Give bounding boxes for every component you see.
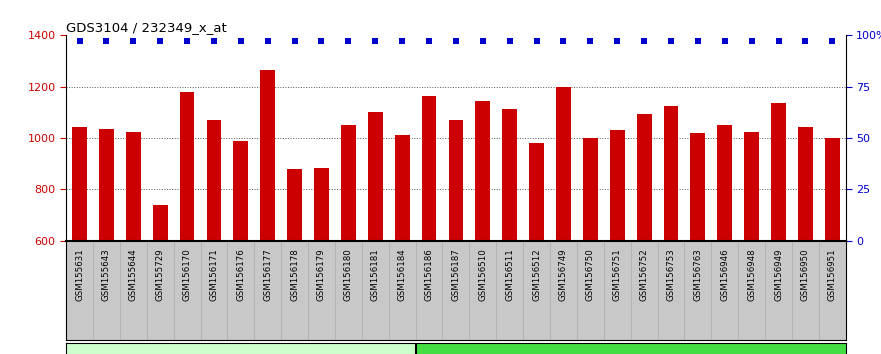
Text: GSM156180: GSM156180 — [344, 249, 353, 301]
Text: GSM156751: GSM156751 — [612, 249, 622, 301]
Text: GSM156510: GSM156510 — [478, 249, 487, 301]
Bar — [66, 343, 416, 354]
Text: GSM156511: GSM156511 — [505, 249, 515, 301]
Bar — [341, 125, 356, 241]
Bar — [825, 138, 840, 241]
Bar — [422, 96, 436, 241]
Bar — [368, 112, 382, 241]
Text: GSM156749: GSM156749 — [559, 249, 568, 301]
Text: GSM156184: GSM156184 — [397, 249, 407, 301]
Bar — [126, 132, 141, 241]
Text: GSM156512: GSM156512 — [532, 249, 541, 301]
Text: GSM156750: GSM156750 — [586, 249, 595, 301]
Bar — [233, 141, 248, 241]
Bar — [798, 126, 813, 241]
Bar — [180, 92, 195, 241]
Text: GSM156186: GSM156186 — [425, 249, 433, 301]
Text: GSM156177: GSM156177 — [263, 249, 272, 301]
Text: GSM156171: GSM156171 — [210, 249, 218, 301]
Bar — [691, 133, 706, 241]
Bar — [502, 109, 517, 241]
Bar — [99, 129, 114, 241]
Text: GSM156753: GSM156753 — [667, 249, 676, 301]
Bar — [476, 101, 490, 241]
Text: GSM156179: GSM156179 — [317, 249, 326, 301]
Bar — [771, 103, 786, 241]
Bar — [637, 114, 652, 241]
Text: GSM155644: GSM155644 — [129, 249, 137, 301]
Text: GSM156187: GSM156187 — [451, 249, 461, 301]
Bar — [529, 143, 544, 241]
Text: GDS3104 / 232349_x_at: GDS3104 / 232349_x_at — [66, 21, 226, 34]
Bar — [556, 87, 571, 241]
Text: GSM156948: GSM156948 — [747, 249, 756, 301]
Text: GSM155631: GSM155631 — [75, 249, 84, 301]
Bar — [744, 132, 759, 241]
Text: GSM155643: GSM155643 — [102, 249, 111, 301]
Bar — [610, 130, 625, 241]
Text: GSM156946: GSM156946 — [721, 249, 729, 301]
Bar — [287, 169, 302, 241]
Text: GSM156752: GSM156752 — [640, 249, 648, 301]
Bar — [152, 205, 167, 241]
Text: GSM156950: GSM156950 — [801, 249, 810, 301]
Bar — [663, 106, 678, 241]
Text: GSM156178: GSM156178 — [290, 249, 300, 301]
Text: GSM156949: GSM156949 — [774, 249, 783, 301]
Bar — [72, 126, 87, 241]
Text: GSM156181: GSM156181 — [371, 249, 380, 301]
Bar — [206, 120, 221, 241]
Bar — [717, 125, 732, 241]
Text: GSM156170: GSM156170 — [182, 249, 191, 301]
Text: GSM156951: GSM156951 — [828, 249, 837, 301]
Bar — [315, 167, 329, 241]
Bar — [448, 120, 463, 241]
Bar — [395, 136, 410, 241]
Bar — [260, 70, 275, 241]
Bar — [416, 343, 846, 354]
Text: GSM155729: GSM155729 — [156, 249, 165, 301]
Bar — [583, 138, 597, 241]
Text: GSM156176: GSM156176 — [236, 249, 245, 301]
Text: GSM156763: GSM156763 — [693, 249, 702, 301]
